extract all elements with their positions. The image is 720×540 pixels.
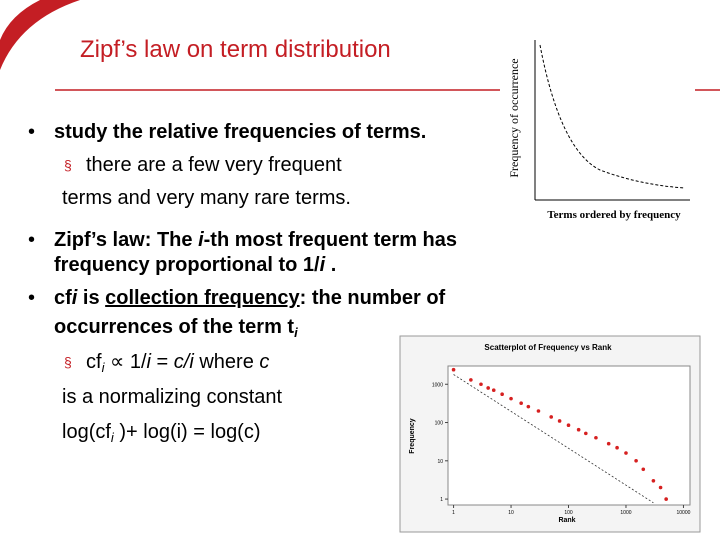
axis-label: Terms ordered by frequency: [547, 209, 681, 221]
text: )+ log(i) = log(c): [113, 421, 261, 443]
text: cfi ∝ 1/i = c/i where c: [86, 350, 269, 380]
point: [576, 427, 581, 432]
point: [500, 392, 504, 396]
text: log(cfi )+ log(i) = log(c): [62, 420, 261, 450]
text: i: [110, 430, 114, 445]
point: [526, 404, 531, 409]
text: i: [146, 351, 151, 373]
text: c/i: [173, 351, 194, 373]
point: [451, 367, 456, 372]
text: log(cf: [62, 421, 111, 443]
y-tick-label: 1: [440, 497, 443, 503]
axis-label: Frequency: [409, 418, 416, 454]
text: ∝ 1/: [104, 351, 147, 373]
corner-swoosh: [0, 0, 80, 70]
reference-line: [453, 374, 654, 504]
point: [641, 467, 646, 472]
text: -th most frequent term has: [203, 229, 457, 251]
axis-label: Frequency of occurrence: [507, 58, 521, 177]
text: i: [319, 254, 326, 276]
y-tick-label: 10: [437, 459, 443, 465]
point: [491, 388, 496, 392]
bullet: •: [28, 229, 36, 251]
y-tick-label: 1000: [432, 382, 443, 388]
text: study the relative frequencies of terms.: [54, 121, 427, 143]
text: occurrences of the term t: [54, 316, 295, 338]
bullet: §: [64, 157, 72, 173]
point: [651, 479, 656, 483]
text: cfi is collection frequency: the number …: [54, 286, 445, 310]
bullet: §: [64, 354, 72, 370]
text: Zipf’s law: The i-th most frequent term …: [54, 228, 457, 252]
text: collection frequency: [105, 287, 300, 309]
text: cf: [54, 287, 72, 309]
text: i: [198, 229, 204, 251]
x-tick-label: 1: [452, 510, 455, 516]
point: [536, 409, 541, 413]
y-tick-label: 100: [435, 421, 444, 427]
text: is a normalizing constant: [62, 386, 283, 408]
text: there are a few very frequent: [86, 154, 342, 176]
bullet: •: [28, 121, 36, 143]
point: [664, 497, 668, 501]
x-tick-label: 10000: [676, 510, 690, 516]
text: is: [77, 287, 106, 309]
point: [615, 445, 619, 450]
point: [519, 401, 523, 405]
text: frequency proportional to 1/i .: [54, 253, 336, 277]
point: [594, 435, 598, 440]
point: [469, 378, 473, 382]
text: terms and very many rare terms.: [62, 187, 351, 209]
x-tick-label: 10: [508, 510, 514, 516]
axis-label: Rank: [558, 517, 575, 524]
point: [509, 396, 513, 401]
point: [557, 419, 562, 423]
point: [606, 441, 611, 446]
text: c: [259, 351, 270, 373]
text: cf: [86, 351, 102, 373]
point: [624, 451, 628, 455]
point: [566, 423, 571, 428]
text: frequency proportional to 1/: [54, 254, 320, 276]
point: [549, 415, 554, 419]
plot-area: [447, 365, 691, 506]
point: [486, 386, 490, 390]
x-tick-label: 100: [564, 510, 573, 516]
text: where: [193, 351, 260, 373]
point: [584, 431, 588, 436]
text: i: [71, 287, 78, 309]
point: [479, 382, 483, 387]
text: Zipf’s law: The: [54, 229, 199, 251]
text: occurrences of the term ti: [54, 315, 298, 345]
title: Zipf’s law on term distribution: [80, 36, 391, 63]
text: : the number of: [299, 287, 446, 309]
bullet: •: [28, 287, 36, 309]
text: i: [294, 325, 298, 340]
point: [658, 485, 663, 490]
point: [634, 459, 638, 463]
curve: [539, 44, 686, 189]
text: i: [101, 360, 105, 375]
text: =: [151, 351, 174, 373]
text: .: [325, 254, 337, 276]
chart-title: Scatterplot of Frequency vs Rank: [484, 343, 612, 352]
x-tick-label: 1000: [620, 510, 631, 516]
